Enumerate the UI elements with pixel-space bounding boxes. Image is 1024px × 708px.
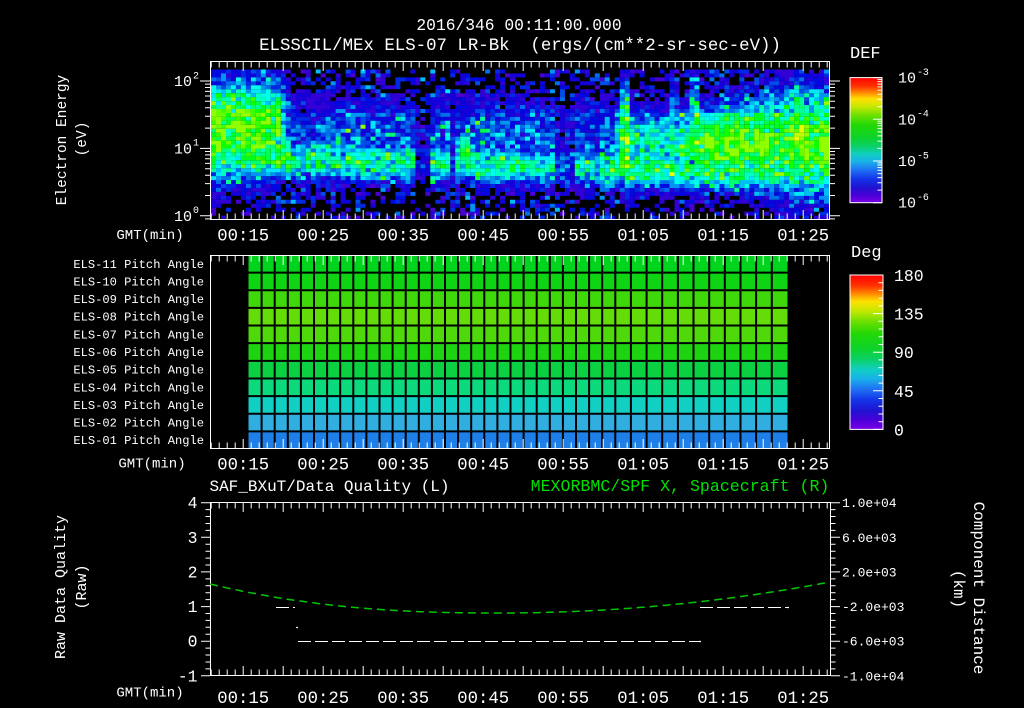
svg-text:135: 135: [894, 306, 924, 325]
svg-text:(eV): (eV): [75, 122, 91, 157]
svg-text:00:55: 00:55: [537, 690, 589, 708]
svg-text:ELS-03 Pitch Angle: ELS-03 Pitch Angle: [73, 399, 204, 413]
svg-text:ELS-11 Pitch Angle: ELS-11 Pitch Angle: [73, 258, 204, 272]
svg-text:SAF_BXuT/Data Quality (L): SAF_BXuT/Data Quality (L): [209, 478, 449, 496]
svg-text:10: 10: [174, 141, 192, 158]
svg-text:3: 3: [188, 529, 198, 548]
svg-text:-3: -3: [917, 67, 929, 78]
svg-text:2: 2: [193, 70, 199, 81]
svg-text:6.0e+03: 6.0e+03: [842, 531, 897, 546]
svg-text:ELS-05 Pitch Angle: ELS-05 Pitch Angle: [73, 364, 204, 378]
svg-text:(Raw): (Raw): [74, 564, 91, 609]
svg-text:(km): (km): [949, 570, 967, 608]
svg-text:01:05: 01:05: [617, 456, 669, 475]
svg-text:00:15: 00:15: [217, 456, 269, 475]
svg-text:Raw Data Quality: Raw Data Quality: [53, 515, 70, 659]
svg-text:01:25: 01:25: [777, 690, 829, 708]
svg-text:ELS-02 Pitch Angle: ELS-02 Pitch Angle: [73, 417, 204, 431]
svg-text:180: 180: [894, 267, 924, 286]
svg-text:10: 10: [174, 74, 192, 91]
svg-text:2: 2: [188, 563, 198, 582]
svg-text:-6: -6: [917, 192, 929, 203]
svg-text:DEF: DEF: [850, 45, 881, 64]
svg-text:10: 10: [898, 196, 916, 213]
svg-text:45: 45: [894, 383, 914, 402]
svg-text:2016/346 00:11:00.000: 2016/346 00:11:00.000: [416, 16, 621, 35]
svg-text:00:35: 00:35: [377, 690, 429, 708]
svg-text:00:25: 00:25: [297, 456, 349, 475]
svg-text:Component Distance: Component Distance: [969, 502, 987, 675]
svg-text:90: 90: [894, 344, 914, 363]
svg-text:0: 0: [193, 205, 199, 216]
svg-text:00:55: 00:55: [537, 227, 589, 246]
svg-text:GMT(min): GMT(min): [118, 457, 185, 473]
svg-text:01:05: 01:05: [617, 690, 669, 708]
svg-text:ELSSCIL/MEx ELS-07 LR-Bk (erg: ELSSCIL/MEx ELS-07 LR-Bk (ergs/(cm**2-sr…: [259, 37, 781, 56]
svg-text:0: 0: [188, 633, 198, 652]
svg-text:10: 10: [898, 154, 916, 171]
svg-text:Deg: Deg: [851, 244, 882, 263]
svg-text:MEXORBMC/SPF X, Spacecraft (R): MEXORBMC/SPF X, Spacecraft (R): [531, 477, 830, 496]
svg-text:GMT(min): GMT(min): [116, 686, 183, 702]
svg-text:2.0e+03: 2.0e+03: [842, 565, 897, 580]
svg-text:-2.0e+03: -2.0e+03: [842, 600, 904, 615]
svg-text:00:15: 00:15: [217, 690, 269, 708]
svg-text:1.0e+04: 1.0e+04: [842, 496, 897, 511]
svg-text:01:25: 01:25: [777, 227, 829, 246]
svg-text:ELS-09 Pitch Angle: ELS-09 Pitch Angle: [73, 293, 204, 307]
svg-text:ELS-04 Pitch Angle: ELS-04 Pitch Angle: [73, 381, 204, 395]
svg-text:4: 4: [188, 494, 198, 513]
svg-text:01:15: 01:15: [697, 690, 749, 708]
svg-text:10: 10: [174, 209, 192, 226]
svg-text:1: 1: [188, 598, 198, 617]
svg-text:-6.0e+03: -6.0e+03: [842, 635, 904, 650]
svg-text:-5: -5: [917, 150, 929, 161]
svg-text:-1.0e+04: -1.0e+04: [842, 669, 905, 684]
svg-text:01:05: 01:05: [617, 227, 669, 246]
svg-text:00:45: 00:45: [457, 690, 509, 708]
svg-text:ELS-06 Pitch Angle: ELS-06 Pitch Angle: [73, 346, 204, 360]
svg-text:00:45: 00:45: [457, 227, 509, 246]
svg-text:10: 10: [898, 112, 916, 129]
svg-text:ELS-10 Pitch Angle: ELS-10 Pitch Angle: [73, 275, 204, 289]
svg-text:ELS-07 Pitch Angle: ELS-07 Pitch Angle: [73, 328, 204, 342]
svg-text:-1: -1: [178, 667, 198, 686]
svg-text:00:25: 00:25: [297, 690, 349, 708]
svg-text:00:45: 00:45: [457, 456, 509, 475]
svg-text:01:15: 01:15: [697, 227, 749, 246]
svg-text:00:55: 00:55: [537, 456, 589, 475]
svg-text:Electron Energy: Electron Energy: [55, 74, 71, 205]
svg-text:00:15: 00:15: [217, 227, 269, 246]
svg-text:ELS-08 Pitch Angle: ELS-08 Pitch Angle: [73, 311, 204, 325]
svg-text:00:35: 00:35: [377, 456, 429, 475]
svg-text:-4: -4: [917, 109, 929, 120]
svg-text:01:15: 01:15: [697, 456, 749, 475]
svg-text:1: 1: [193, 138, 199, 149]
svg-text:10: 10: [898, 71, 916, 88]
svg-text:GMT(min): GMT(min): [116, 228, 183, 244]
svg-text:00:35: 00:35: [377, 227, 429, 246]
svg-text:0: 0: [894, 421, 904, 440]
svg-text:00:25: 00:25: [297, 227, 349, 246]
svg-text:ELS-01 Pitch Angle: ELS-01 Pitch Angle: [73, 434, 204, 448]
svg-text:01:25: 01:25: [777, 456, 829, 475]
